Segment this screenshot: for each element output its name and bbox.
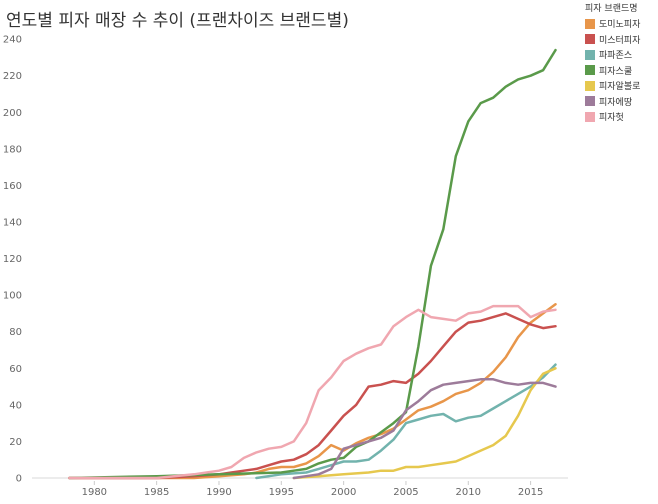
legend-label: 피자스쿨 [599, 66, 633, 77]
x-tick-label: 2015 [518, 487, 543, 498]
legend-item[interactable]: 도미노피자 [585, 16, 657, 32]
legend-label: 도미노피자 [599, 20, 641, 31]
y-tick-label: 100 [3, 291, 22, 302]
series-lines [68, 48, 557, 480]
legend-item[interactable]: 피자에땅 [585, 94, 657, 110]
chart-title: 연도별 피자 매장 수 추이 (프랜차이즈 브랜드별) [6, 11, 349, 31]
series-line-4 [68, 48, 557, 480]
series-line-5 [292, 367, 557, 480]
legend-item[interactable]: 피자스쿨 [585, 63, 657, 79]
y-tick-label: 240 [3, 35, 22, 46]
series-line-2 [68, 312, 557, 480]
legend-swatch [585, 18, 595, 29]
x-tick-label: 1995 [269, 487, 294, 498]
legend-label: 파파존스 [599, 51, 633, 62]
y-tick-label: 120 [3, 254, 22, 265]
legend-swatch [585, 65, 595, 76]
y-tick-label: 0 [16, 474, 22, 485]
x-tick-label: 1985 [144, 487, 169, 498]
y-tick-label: 180 [3, 144, 22, 155]
legend-title: 피자 브랜드명 [585, 4, 638, 14]
legend-label: 피자헛 [599, 113, 624, 124]
axes: 0 20 40 60 80 100 120 140 160 180 200 220 240 1980 198… [3, 35, 568, 498]
legend-swatch [585, 80, 595, 91]
series-line-6 [292, 378, 557, 480]
x-tick-label: 1990 [206, 487, 231, 498]
legend-swatch [585, 49, 595, 60]
legend-label: 미스터피자 [599, 35, 641, 46]
y-tick-label: 40 [9, 400, 22, 411]
legend-item[interactable]: 피자헛 [585, 109, 657, 125]
x-tick-label: 2005 [393, 487, 418, 498]
y-tick-label: 20 [9, 437, 22, 448]
legend-item[interactable]: 파파존스 [585, 47, 657, 63]
series-line-7 [68, 304, 557, 480]
y-tick-label: 220 [3, 71, 22, 82]
legend-label: 피자에땅 [599, 97, 633, 108]
series-line-3 [255, 363, 557, 480]
series-line-1 [68, 303, 557, 480]
y-tick-label: 140 [3, 218, 22, 229]
x-tick-label: 2000 [331, 487, 356, 498]
legend-item[interactable]: 미스터피자 [585, 32, 657, 48]
legend-swatch [585, 111, 595, 122]
legend-swatch [585, 34, 595, 45]
legend-item[interactable]: 피자알볼로 [585, 78, 657, 94]
x-tick-label: 2010 [456, 487, 481, 498]
legend-label: 피자알볼로 [599, 82, 641, 93]
legend-swatch [585, 96, 595, 107]
y-tick-label: 60 [9, 364, 22, 375]
x-tick-label: 1980 [82, 487, 107, 498]
y-tick-label: 160 [3, 181, 22, 192]
y-tick-label: 80 [9, 327, 22, 338]
y-tick-label: 200 [3, 108, 22, 119]
